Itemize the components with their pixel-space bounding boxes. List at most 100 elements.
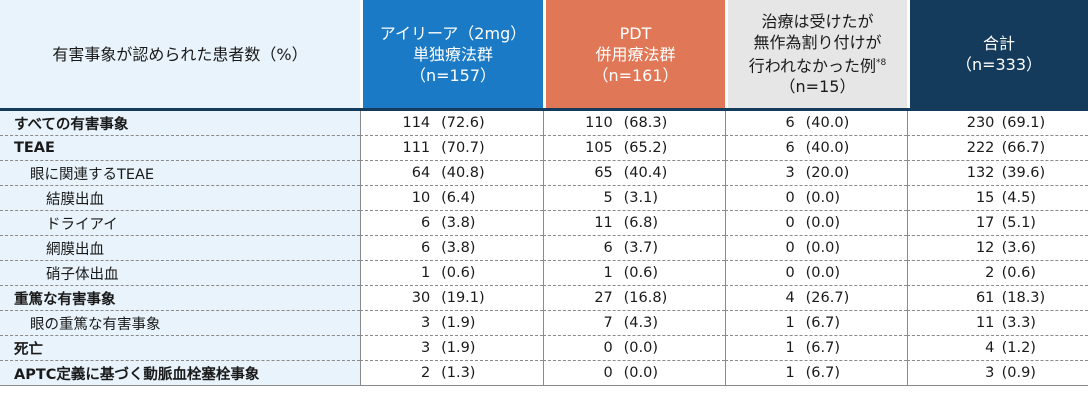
table-body: すべての有害事象 114 (72.6) 110 (68.3) 6 (40.0) 230 (69.… <box>0 111 1088 386</box>
value-cell: 65 (40.4) <box>543 161 725 186</box>
row-label: APTC定義に基づく動脈血栓塞栓事象 <box>0 361 360 386</box>
table-row: 眼の重篤な有害事象 3 (1.9) 7 (4.3) 1 (6.7) 11 (3.3) <box>0 311 1088 336</box>
group-header-line: 行われなかった例 <box>748 56 876 76</box>
patient-count: 5 <box>603 190 613 206</box>
percentage: (0.0) <box>805 240 840 256</box>
percentage: (69.1) <box>1001 115 1046 131</box>
percentage: (3.7) <box>623 240 658 256</box>
percentage: (40.0) <box>805 115 850 131</box>
table-row: TEAE 111 (70.7) 105 (65.2) 6 (40.0) 222 (66.7) <box>0 136 1088 161</box>
value-cell: 61 (18.3) <box>907 286 1088 311</box>
value-cell: 0 (0.0) <box>543 361 725 386</box>
row-label: ドライアイ <box>0 211 360 236</box>
group-header-line: 無作為割り付けが <box>753 32 882 52</box>
group-header-non-randomized: 治療は受けたが 無作為割り付けが 行われなかった例*8 （n=15） <box>725 0 907 108</box>
group-header-total: 合計 （n=333） <box>907 0 1088 108</box>
value-cell: 6 (40.0) <box>725 136 907 161</box>
table-row: 結膜出血 10 (6.4) 5 (3.1) 0 (0.0) 15 (4.5) <box>0 186 1088 211</box>
patient-count: 222 <box>966 140 995 156</box>
percentage: (4.5) <box>1001 190 1036 206</box>
percentage: (1.3) <box>441 365 476 381</box>
value-cell: 0 (0.0) <box>543 336 725 361</box>
percentage: (0.0) <box>623 340 658 356</box>
group-header-line: （n=15） <box>779 77 856 97</box>
value-cell: 64 (40.8) <box>360 161 543 186</box>
group-header-line: （n=161） <box>592 65 679 85</box>
patient-count: 0 <box>785 190 795 206</box>
value-cell: 4 (26.7) <box>725 286 907 311</box>
patient-count: 0 <box>785 215 795 231</box>
value-cell: 3 (1.9) <box>360 311 543 336</box>
value-cell: 0 (0.0) <box>725 236 907 261</box>
value-cell: 27 (16.8) <box>543 286 725 311</box>
group-header-line: （n=333） <box>955 55 1043 74</box>
patient-count: 0 <box>603 340 613 356</box>
value-cell: 222 (66.7) <box>907 136 1088 161</box>
percentage: (0.0) <box>805 190 840 206</box>
value-cell: 5 (3.1) <box>543 186 725 211</box>
row-label: 網膜出血 <box>0 236 360 261</box>
patient-count: 61 <box>975 290 995 306</box>
percentage: (1.9) <box>441 340 476 356</box>
value-cell: 12 (3.6) <box>907 236 1088 261</box>
row-label: 重篤な有害事象 <box>0 286 360 311</box>
patient-count: 3 <box>420 315 431 331</box>
row-label: 死亡 <box>0 336 360 361</box>
value-cell: 6 (40.0) <box>725 111 907 136</box>
value-cell: 1 (6.7) <box>725 311 907 336</box>
percentage: (40.4) <box>623 165 668 181</box>
value-cell: 230 (69.1) <box>907 111 1088 136</box>
value-cell: 7 (4.3) <box>543 311 725 336</box>
value-cell: 15 (4.5) <box>907 186 1088 211</box>
percentage: (40.8) <box>441 165 485 181</box>
row-label: TEAE <box>0 136 360 161</box>
value-cell: 10 (6.4) <box>360 186 543 211</box>
percentage: (0.6) <box>1001 265 1036 281</box>
value-cell: 3 (20.0) <box>725 161 907 186</box>
value-cell: 105 (65.2) <box>543 136 725 161</box>
value-cell: 17 (5.1) <box>907 211 1088 236</box>
group-header-line: 合計 <box>982 34 1015 53</box>
value-cell: 2 (1.3) <box>360 361 543 386</box>
percentage: (3.1) <box>623 190 658 206</box>
percentage: (3.3) <box>1001 315 1036 331</box>
patient-count: 27 <box>594 290 613 306</box>
value-cell: 0 (0.0) <box>725 211 907 236</box>
percentage: (16.8) <box>623 290 668 306</box>
value-cell: 1 (0.6) <box>543 261 725 286</box>
patient-count: 6 <box>603 240 613 256</box>
group-header-line: 治療は受けたが <box>761 11 874 31</box>
patient-count: 6 <box>785 115 795 131</box>
adverse-events-table: 有害事象が認められた患者数（%） アイリーア（2mg） 単独療法群 （n=157… <box>0 0 1088 386</box>
patient-count: 2 <box>420 365 431 381</box>
percentage: (68.3) <box>623 115 668 131</box>
patient-count: 1 <box>785 315 795 331</box>
patient-count: 1 <box>603 265 613 281</box>
table-row: APTC定義に基づく動脈血栓塞栓事象 2 (1.3) 0 (0.0) 1 (6.7) 3 (0.… <box>0 361 1088 386</box>
value-cell: 11 (3.3) <box>907 311 1088 336</box>
group-header-line: 単独療法群 <box>412 44 493 64</box>
patient-count: 17 <box>975 215 995 231</box>
percentage: (6.7) <box>805 315 840 331</box>
percentage: (1.9) <box>441 315 476 331</box>
percentage: (0.0) <box>623 365 658 381</box>
percentage: (65.2) <box>623 140 668 156</box>
value-cell: 30 (19.1) <box>360 286 543 311</box>
value-cell: 4 (1.2) <box>907 336 1088 361</box>
patient-count: 2 <box>985 265 995 281</box>
patient-count: 6 <box>420 215 431 231</box>
table-row: 重篤な有害事象 30 (19.1) 27 (16.8) 4 (26.7) 61 (18.3) <box>0 286 1088 311</box>
percentage: (6.8) <box>623 215 658 231</box>
value-cell: 6 (3.8) <box>360 211 543 236</box>
percentage: (1.2) <box>1001 340 1036 356</box>
percentage: (19.1) <box>441 290 485 306</box>
value-cell: 2 (0.6) <box>907 261 1088 286</box>
value-cell: 110 (68.3) <box>543 111 725 136</box>
group-header-line: 併用療法群 <box>595 44 676 64</box>
table-row: 網膜出血 6 (3.8) 6 (3.7) 0 (0.0) 12 (3.6) <box>0 236 1088 261</box>
patient-count: 6 <box>785 140 795 156</box>
patient-count: 11 <box>975 315 995 331</box>
percentage: (3.8) <box>441 215 476 231</box>
patient-count: 110 <box>585 115 613 131</box>
patient-count: 4 <box>985 340 995 356</box>
